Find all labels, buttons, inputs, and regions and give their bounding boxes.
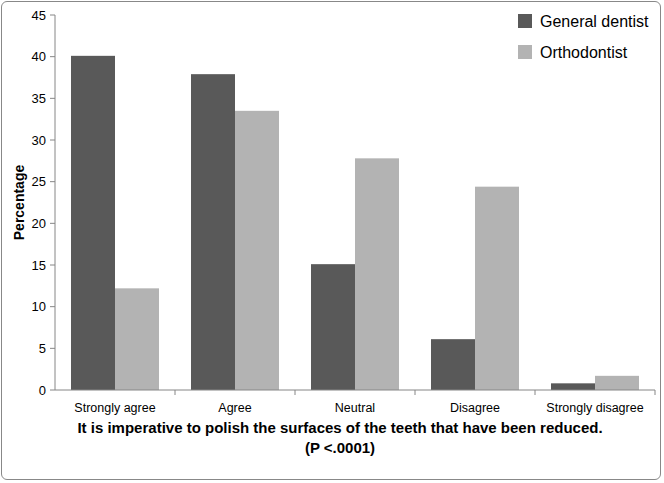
y-tick-label: 35: [32, 91, 46, 106]
bar: [551, 383, 595, 390]
y-tick: [50, 56, 55, 57]
bar: [115, 288, 159, 390]
bar: [311, 264, 355, 390]
chart: 0 5 10 15 20 25 30 35 40 45 Strongly agree Agree Neu…: [0, 0, 664, 483]
bars: [71, 56, 639, 390]
legend: General dentist Orthodontist: [518, 13, 649, 61]
bar: [355, 158, 399, 390]
y-tick-label: 40: [32, 49, 46, 64]
y-tick-label: 0: [39, 383, 46, 398]
x-tick-label: Neutral: [335, 401, 375, 415]
x-tick: [415, 390, 416, 395]
x-tick: [655, 390, 656, 395]
bar: [595, 376, 639, 390]
y-tick: [50, 140, 55, 141]
x-axis-label: It is imperative to polish the surfaces …: [70, 418, 610, 458]
x-tick: [175, 390, 176, 395]
y-tick: [50, 265, 55, 266]
bar: [71, 56, 115, 390]
legend-label: Orthodontist: [540, 44, 628, 61]
y-tick: [50, 15, 55, 16]
y-tick: [50, 390, 55, 391]
y-tick-label: 10: [32, 299, 46, 314]
x-tick-label: Agree: [218, 401, 251, 415]
y-tick: [50, 306, 55, 307]
x-tick-label: Strongly agree: [74, 401, 155, 415]
x-tick-label: Strongly disagree: [546, 401, 643, 415]
y-tick: [50, 98, 55, 99]
plot-svg: 0 5 10 15 20 25 30 35 40 45 Strongly agree Agree Neu…: [0, 0, 664, 483]
bar: [475, 187, 519, 390]
x-tick-label: Disagree: [450, 401, 500, 415]
x-tick: [535, 390, 536, 395]
y-tick-label: 45: [32, 8, 46, 23]
legend-swatch: [518, 45, 532, 59]
bar: [191, 74, 235, 390]
bar: [431, 339, 475, 390]
y-tick-label: 15: [32, 258, 46, 273]
y-tick-label: 30: [32, 133, 46, 148]
y-axis: [55, 15, 56, 390]
legend-label: General dentist: [540, 13, 649, 30]
x-tick: [295, 390, 296, 395]
x-axis: [55, 390, 655, 391]
bar: [235, 111, 279, 390]
y-tick: [50, 223, 55, 224]
y-tick-label: 5: [39, 341, 46, 356]
legend-swatch: [518, 14, 532, 28]
y-tick-label: 20: [32, 216, 46, 231]
y-tick-label: 25: [32, 174, 46, 189]
y-axis-label: Percentage: [11, 165, 27, 241]
y-tick: [50, 181, 55, 182]
y-tick: [50, 348, 55, 349]
